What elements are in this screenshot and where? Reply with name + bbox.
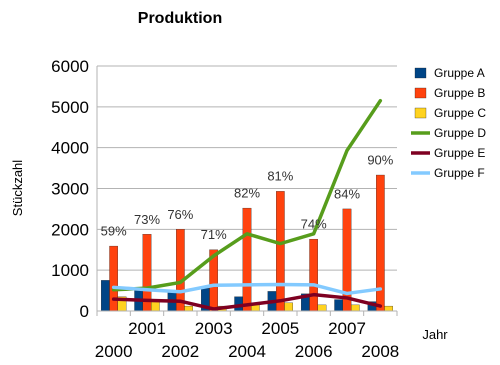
x-tick-label: 2006 [295,342,333,361]
bar [184,305,193,312]
data-label: 59% [101,223,127,238]
y-tick-label: 0 [80,302,89,321]
y-axis-title: Stückzahl [10,160,25,216]
legend: Gruppe A Gruppe B Gruppe C Gruppe D Gruppe E… [411,66,486,180]
bar [176,229,185,312]
bar [242,207,252,312]
legend-label: Gruppe D [434,126,486,140]
x-tick-label: 2007 [328,319,366,338]
y-tick-label: 5000 [51,98,89,117]
lines [111,98,383,311]
data-label: 82% [234,185,260,200]
bar [317,304,327,312]
x-tick-label: 2001 [128,319,166,338]
series-line [111,98,383,292]
y-tick-label: 6000 [51,57,89,76]
data-label: 90% [367,152,393,167]
x-tick-label: 2002 [161,342,199,361]
bar [351,304,360,312]
x-tick-label: 2003 [195,319,233,338]
bar [342,208,352,312]
data-label: 81% [267,169,293,184]
bar [384,305,393,312]
y-tick-label: 3000 [51,180,89,199]
x-axis-title: Jahr [422,327,448,342]
x-tick-label: 2005 [261,319,299,338]
y-tick-label: 4000 [51,139,89,158]
legend-label: Gruppe C [434,106,486,120]
bar [101,280,110,312]
data-label: 84% [334,186,360,201]
data-label: 71% [201,227,227,242]
bar [109,245,118,312]
x-tick-label: 2000 [95,342,133,361]
y-tick-label: 2000 [51,220,89,239]
legend-label: Gruppe F [434,166,485,180]
legend-label: Gruppe B [434,86,485,100]
data-labels: 59% 73% 76% 71% 82% 81% 74% 84% 90% [101,152,394,242]
chart-title: Produktion [138,10,222,27]
axes: 0 1000 2000 3000 4000 5000 6000 2000 2001 2002 200… [51,57,399,361]
series-line [111,282,383,296]
bar [284,302,293,312]
data-label: 76% [167,207,193,222]
series-line [111,292,383,311]
data-label: 74% [301,217,327,232]
x-tick-label: 2004 [228,342,266,361]
data-label: 73% [134,212,160,227]
bar [276,191,285,312]
bar [334,299,343,312]
bars [101,174,393,312]
y-tick-label: 1000 [51,261,89,280]
legend-swatch [414,107,427,119]
legend-label: Gruppe E [434,146,485,160]
legend-label: Gruppe A [434,66,485,80]
x-tick-label: 2008 [361,342,399,361]
legend-swatch [414,87,427,99]
legend-swatch [414,67,427,79]
bar [309,238,318,312]
